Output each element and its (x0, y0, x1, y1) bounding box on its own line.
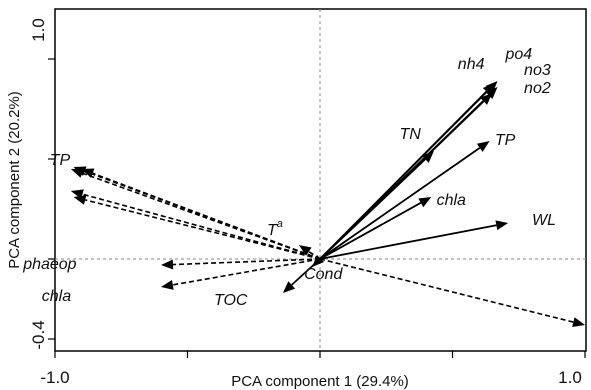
vector-dashed-chla-arrowhead (161, 279, 174, 290)
vector-solid-toc-arrowhead (282, 281, 296, 293)
vector-dashed-ta-line (308, 250, 321, 260)
y-tick-label-min: -0.4 (29, 320, 48, 349)
vector-dashed-phaeop-line (172, 258, 321, 266)
vector-dashed-toc-line (84, 199, 321, 260)
vector-solid-tn-line (319, 158, 426, 260)
y-axis-title: PCA component 2 (20.2%) (6, 91, 23, 269)
vector-label-chla-17: chla (42, 288, 71, 305)
vector-label-t-15: Ta (267, 218, 283, 239)
vector-solid-nh4-arrowhead (482, 83, 495, 96)
x-axis-title: PCA component 1 (29.4%) (231, 373, 409, 390)
vector-label-no2-3: no2 (524, 80, 551, 97)
vector-solid-no2-arrowhead (480, 93, 493, 105)
vector-labels: po4nh4no3no2TNTPchlaWLCondTOCsiltTPclayT… (22, 46, 556, 309)
vector-solid-tp-arrowhead (476, 141, 490, 152)
vector-dashed-sand-line (319, 258, 574, 323)
vector-solid-no3-arrowhead (485, 87, 498, 99)
vector-label-wl-7: WL (532, 212, 556, 229)
vector-dashed-clay-arrowhead (70, 168, 84, 178)
vector-label-tp-5: TP (495, 132, 516, 149)
vector-dashed-sand-arrowhead (572, 317, 585, 327)
vector-label-phaeop-16: phaeop (22, 256, 76, 273)
vector-solid-tp-line (319, 147, 481, 260)
vector-dashed-tn-line (82, 193, 321, 260)
loading-vectors (70, 81, 585, 327)
vector-label-chla-6: chla (437, 192, 466, 209)
x-tick-label-min: -1.0 (40, 368, 69, 387)
vector-solid-wl-line (319, 224, 497, 260)
vector-label-tp-11: TP (50, 152, 71, 169)
vector-solid-toc-line (291, 258, 321, 286)
vector-label-nh4-1: nh4 (458, 56, 485, 73)
vector-label-no3-2: no3 (524, 62, 551, 79)
vector-solid-wl-arrowhead (495, 220, 509, 231)
vector-solid-chla-line (319, 202, 422, 260)
vector-dashed-silt-line (84, 170, 321, 260)
vector-label-po4-0: po4 (505, 46, 533, 63)
vector-dashed-phaeop-arrowhead (161, 259, 174, 270)
y-tick-label-max: 1.0 (29, 18, 48, 42)
x-tick-label-max: 1.0 (558, 368, 582, 387)
axis-ticks (48, 58, 586, 358)
vector-label-toc-9: TOC (214, 292, 248, 309)
vector-label-tn-4: TN (400, 126, 422, 143)
vector-dashed-ta-arrowhead (298, 245, 312, 256)
vector-label-cond-8: Cond (304, 266, 343, 283)
vector-dashed-chla-line (172, 258, 321, 286)
vector-solid-chla-arrowhead (418, 197, 432, 208)
vector-solid-tn-arrowhead (421, 151, 434, 163)
vector-dashed-toc-arrowhead (73, 195, 87, 205)
vector-dashed-clay-line (81, 172, 321, 260)
